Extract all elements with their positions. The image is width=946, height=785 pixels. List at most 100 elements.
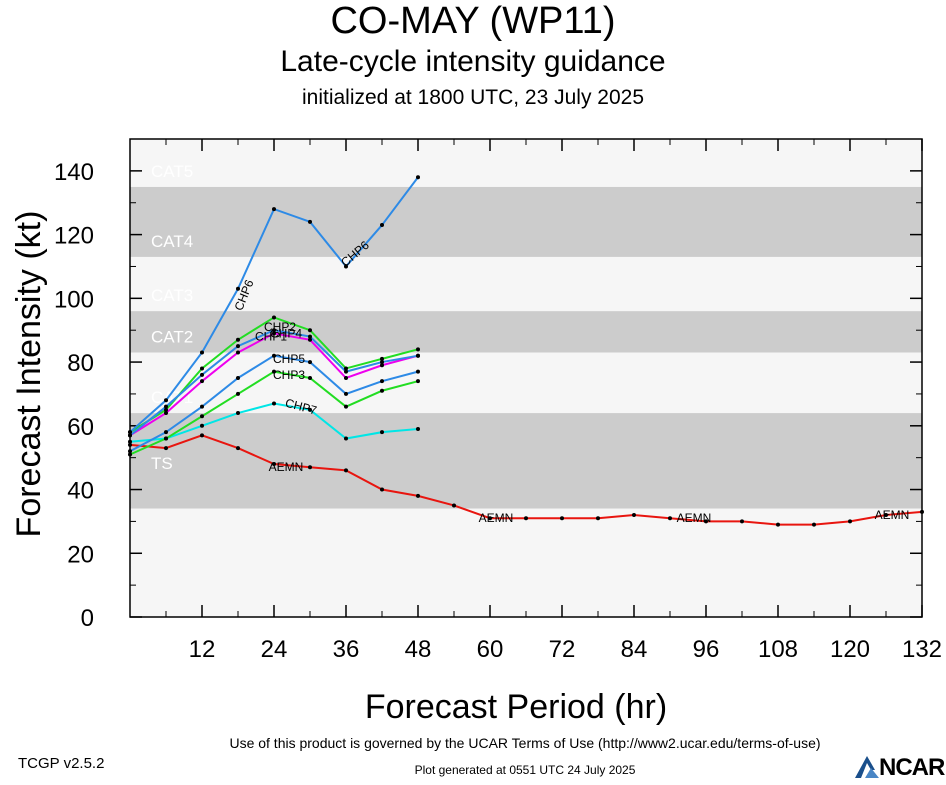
version-label: TCGP v2.5.2	[18, 755, 105, 772]
data-point-chp3	[164, 436, 168, 441]
y-tick-label: 140	[54, 159, 94, 186]
data-point-chp5	[272, 353, 276, 358]
data-point-chp1	[344, 369, 348, 374]
data-point-chp2	[236, 337, 240, 342]
data-point-aemn	[380, 487, 384, 492]
data-point-chp5	[308, 360, 312, 365]
data-point-chp6	[344, 264, 348, 269]
x-tick-label: 24	[261, 636, 288, 663]
data-point-chp7	[128, 439, 132, 444]
data-point-chp2	[164, 407, 168, 412]
y-tick-label: 60	[67, 414, 94, 441]
band-label-ts: TS	[151, 454, 173, 473]
data-point-aemn	[632, 513, 636, 518]
line-label-aemn: AEMN	[677, 511, 712, 525]
data-point-chp5	[128, 449, 132, 454]
band-cat1	[130, 352, 922, 414]
data-point-aemn	[200, 433, 204, 438]
data-point-chp5	[416, 369, 420, 374]
data-point-chp3	[416, 379, 420, 384]
data-point-chp1	[164, 404, 168, 409]
data-point-chp2	[200, 366, 204, 371]
x-tick-label: 12	[189, 636, 216, 663]
y-tick-label: 100	[54, 286, 94, 313]
data-point-aemn	[416, 493, 420, 498]
band-below-ts	[130, 508, 922, 617]
data-point-chp4	[164, 411, 168, 416]
data-point-chp2	[380, 356, 384, 361]
x-tick-label: 60	[477, 636, 504, 663]
data-point-chp7	[416, 426, 420, 431]
band-label-cat3: CAT3	[151, 286, 193, 305]
data-point-chp7	[236, 411, 240, 416]
data-point-chp6	[128, 430, 132, 435]
data-point-aemn	[272, 462, 276, 467]
data-point-chp4	[236, 350, 240, 355]
data-point-chp3	[272, 369, 276, 374]
data-point-chp3	[200, 414, 204, 419]
data-point-aemn	[740, 519, 744, 524]
data-point-chp1	[200, 372, 204, 377]
line-label-aemn: AEMN	[875, 508, 910, 522]
data-point-aemn	[848, 519, 852, 524]
data-point-chp6	[380, 223, 384, 228]
data-point-aemn	[812, 522, 816, 527]
data-point-chp2	[272, 315, 276, 320]
data-point-chp5	[164, 430, 168, 435]
x-tick-label: 120	[830, 636, 870, 663]
data-point-chp4	[308, 337, 312, 342]
data-point-chp6	[200, 350, 204, 355]
y-tick-label: 20	[67, 541, 94, 568]
data-point-chp6	[272, 207, 276, 212]
chart-subtitle: Late-cycle intensity guidance	[280, 45, 666, 78]
ncar-logo-text: NCAR	[879, 754, 945, 781]
line-label-chp4: CHP4	[270, 326, 302, 340]
line-label-aemn: AEMN	[269, 460, 304, 474]
data-point-chp2	[416, 347, 420, 352]
line-label-chp2: CHP2	[264, 320, 296, 334]
data-point-chp1	[416, 353, 420, 358]
data-point-chp1	[380, 360, 384, 365]
y-tick-label: 40	[67, 478, 94, 505]
data-point-aemn	[452, 503, 456, 508]
band-cat5	[130, 139, 922, 187]
data-point-chp2	[308, 328, 312, 333]
x-tick-label: 48	[405, 636, 432, 663]
intensity-chart: 12 24 36 48 60 72 84 96 108 120 132 0 20 40 60 80 100 120…	[10, 138, 942, 726]
band-cat3	[130, 256, 922, 312]
data-point-aemn	[704, 519, 708, 524]
x-tick-label: 96	[693, 636, 720, 663]
data-point-chp5	[344, 391, 348, 396]
data-point-chp1	[272, 328, 276, 333]
data-point-chp3	[128, 452, 132, 457]
data-point-chp3	[308, 376, 312, 380]
data-point-aemn	[884, 513, 888, 518]
data-point-chp5	[200, 404, 204, 409]
data-point-chp1	[236, 344, 240, 349]
line-label-aemn: AEMN	[479, 511, 514, 525]
generated-time: Plot generated at 0551 UTC 24 July 2025	[414, 763, 636, 777]
line-label-chp3: CHP3	[273, 368, 305, 382]
band-cat2	[130, 311, 922, 353]
y-axis-label: Forecast Intensity (kt)	[10, 211, 48, 538]
data-point-chp1	[128, 433, 132, 438]
data-point-aemn	[164, 446, 168, 451]
data-point-aemn	[236, 446, 240, 451]
data-point-chp3	[380, 388, 384, 393]
data-point-chp7	[272, 401, 276, 406]
y-tick-label: 80	[67, 350, 94, 377]
data-point-chp4	[200, 379, 204, 384]
y-tick-label: 120	[54, 223, 94, 250]
data-point-chp5	[236, 376, 240, 380]
data-point-aemn	[128, 442, 132, 447]
data-point-aemn	[776, 522, 780, 527]
data-point-aemn	[920, 509, 924, 514]
band-label-cat4: CAT4	[151, 232, 193, 251]
data-point-chp4	[380, 363, 384, 368]
ncar-logo: NCAR	[853, 752, 946, 781]
data-point-chp7	[200, 423, 204, 428]
data-point-chp1	[308, 334, 312, 339]
data-point-aemn	[668, 516, 672, 521]
data-point-chp6	[236, 286, 240, 291]
data-point-chp3	[236, 391, 240, 396]
